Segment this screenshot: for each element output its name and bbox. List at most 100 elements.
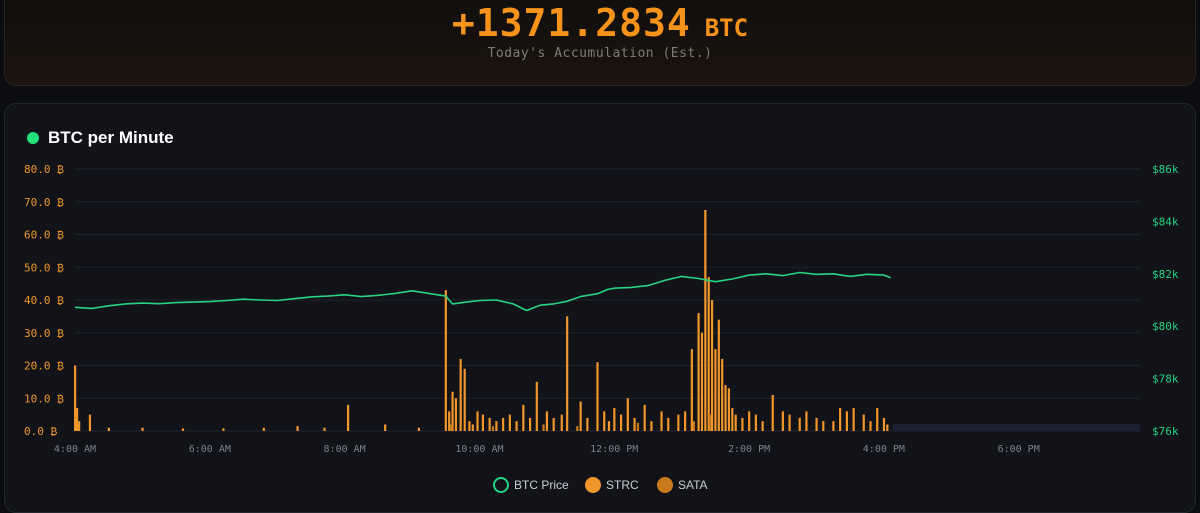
strc-bar	[346, 404, 350, 431]
strc-bar	[660, 411, 663, 431]
chart-header: BTC per Minute	[27, 128, 174, 148]
strc-bar	[613, 408, 616, 431]
strc-bar	[707, 277, 710, 431]
strc-bar	[78, 421, 81, 431]
strc-bar	[141, 427, 144, 431]
strc-bar	[463, 368, 466, 431]
strc-bar	[459, 358, 462, 431]
strc-bar	[882, 417, 886, 431]
strc-bar	[535, 381, 538, 431]
strc-bar	[451, 391, 454, 431]
y-left-tick-label: 0.0 ₿	[24, 425, 57, 438]
y-left-tick-label: 60.0 ₿	[24, 229, 64, 242]
legend-sata-marker	[657, 477, 673, 493]
strc-bar	[839, 408, 842, 431]
legend-btc-price-label: BTC Price	[514, 478, 569, 492]
y-right-tick-label: $78k	[1152, 373, 1179, 386]
chart-card: BTC per Minute	[4, 103, 1196, 513]
strc-bar	[684, 411, 687, 431]
strc-bar	[852, 408, 855, 431]
strc-bar	[724, 385, 727, 431]
btc-price-line	[74, 271, 891, 312]
legend-sata-label: SATA	[678, 478, 708, 492]
y-left-tick-label: 40.0 ₿	[24, 294, 64, 307]
x-tick-label: 2:00 PM	[728, 444, 770, 455]
strc-bar	[869, 421, 872, 431]
legend-btc-price-marker	[493, 477, 509, 493]
strc-bar	[886, 424, 889, 431]
strc-bar	[262, 427, 265, 431]
strc-bar	[107, 427, 110, 431]
strc-bar	[748, 411, 751, 431]
strc-bar	[502, 417, 505, 431]
strc-bar	[515, 421, 518, 431]
future-zone	[892, 424, 1140, 431]
strc-bar	[579, 401, 582, 431]
strc-bar	[476, 411, 479, 431]
accumulation-unit: BTC	[704, 14, 749, 42]
strc-bar	[876, 408, 879, 431]
strc-bar	[481, 414, 485, 431]
strc-bar	[74, 365, 77, 431]
strc-bar	[607, 421, 611, 431]
strc-bar	[76, 408, 79, 431]
strc-bar	[700, 332, 704, 431]
btc-per-minute-chart: 0.0 ₿ 10.0 ₿ 20.0 ₿ 30.0 ₿ 40.0 ₿ 50.0 ₿ 60.0 …	[24, 163, 1179, 493]
strc-bar	[717, 319, 720, 431]
strc-bar	[727, 388, 731, 431]
strc-bar	[731, 408, 734, 431]
strc-bar	[788, 414, 791, 431]
y-left-tick-label: 10.0 ₿	[24, 392, 64, 405]
strc-bar	[677, 414, 680, 431]
accumulation-label: Today's Accumulation (Est.)	[487, 46, 713, 61]
strc-bar	[181, 428, 185, 431]
sata-bar	[450, 424, 453, 431]
strc-bar	[88, 414, 92, 431]
strc-bar	[754, 414, 757, 431]
strc-bar	[771, 394, 774, 431]
strc-bar	[528, 417, 532, 431]
strc-bar	[815, 417, 818, 431]
strc-bar	[596, 362, 599, 431]
strc-bar	[444, 290, 447, 431]
x-tick-label: 4:00 AM	[54, 444, 96, 455]
strc-bar	[488, 417, 491, 431]
strc-bar	[741, 417, 744, 431]
x-tick-label: 8:00 AM	[324, 444, 366, 455]
x-tick-label: 12:00 PM	[590, 444, 638, 455]
strc-bar	[626, 398, 629, 431]
strc-bar	[845, 411, 848, 431]
x-tick-label: 10:00 AM	[455, 444, 503, 455]
strc-bar	[296, 426, 299, 431]
y-right-tick-label: $80k	[1152, 320, 1179, 333]
strc-bar	[417, 427, 420, 431]
strc-bar	[690, 349, 693, 431]
strc-bar	[471, 424, 474, 431]
strc-bar	[222, 428, 225, 431]
strc-bar	[798, 417, 801, 431]
strc-bar	[633, 417, 636, 431]
strc-bar	[643, 404, 646, 431]
strc-bar	[710, 300, 714, 431]
strc-bar	[508, 414, 511, 431]
strc-bar	[522, 404, 525, 431]
strc-bar	[761, 421, 764, 431]
strc-bar	[667, 417, 670, 431]
sata-bar	[636, 422, 640, 431]
strc-bar	[566, 316, 569, 431]
legend-strc-label: STRC	[606, 478, 639, 492]
y-left-tick-label: 30.0 ₿	[24, 327, 64, 340]
accumulation-card: +1371.2834 BTC Today's Accumulation (Est.…	[4, 0, 1196, 86]
strc-bar	[650, 421, 653, 431]
strc-bar	[603, 411, 606, 431]
strc-bar	[734, 414, 737, 431]
strc-bar	[714, 349, 717, 431]
y-right-tick-label: $86k	[1152, 163, 1179, 176]
strc-bar	[448, 411, 451, 431]
strc-bar	[832, 421, 835, 431]
y-left-tick-label: 70.0 ₿	[24, 196, 64, 209]
sata-bar	[491, 426, 495, 431]
y-right-tick-label: $84k	[1152, 215, 1179, 228]
live-status-dot	[27, 132, 39, 144]
chart-title: BTC per Minute	[48, 128, 174, 147]
